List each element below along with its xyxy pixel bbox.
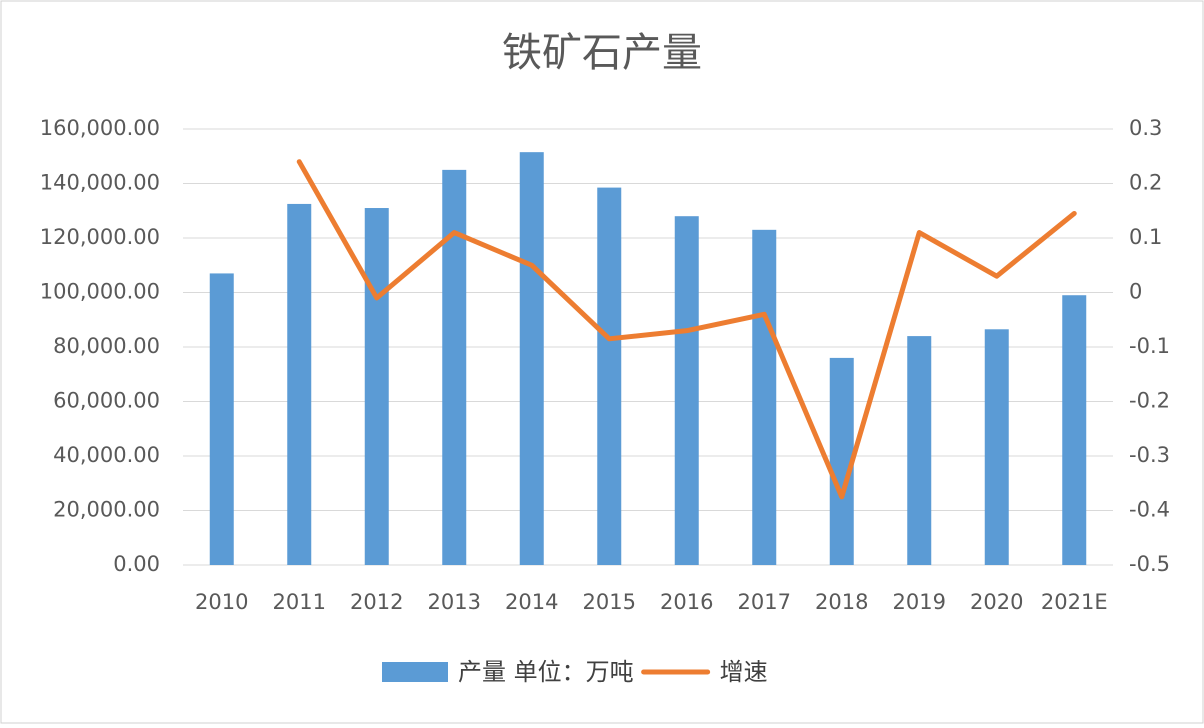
bar <box>1062 295 1087 565</box>
y2-tick-label: 0.2 <box>1129 171 1162 195</box>
x-tick-label: 2016 <box>660 590 713 614</box>
y2-tick-label: -0.4 <box>1129 498 1170 522</box>
bar <box>209 273 234 565</box>
x-tick-label: 2015 <box>583 590 636 614</box>
y-tick-label: 100,000.00 <box>40 280 160 304</box>
legend-label: 产量 单位：万吨 <box>458 658 634 686</box>
y-tick-label: 20,000.00 <box>53 498 160 522</box>
y-tick-label: 160,000.00 <box>40 116 160 140</box>
y2-tick-label: -0.5 <box>1129 552 1170 576</box>
y2-tick-label: 0.1 <box>1129 225 1162 249</box>
chart-title: 铁矿石产量 <box>502 30 702 76</box>
x-tick-label: 2017 <box>738 590 791 614</box>
bar <box>519 152 544 565</box>
y-tick-label: 80,000.00 <box>53 334 160 358</box>
bar <box>442 169 467 565</box>
bar <box>907 336 932 565</box>
x-tick-label: 2021E <box>1041 590 1108 614</box>
bar <box>752 229 777 565</box>
y-tick-label: 0.00 <box>113 552 160 576</box>
x-tick-label: 2019 <box>893 590 946 614</box>
x-tick-label: 2020 <box>970 590 1023 614</box>
x-tick-label: 2010 <box>195 590 248 614</box>
legend-label: 增速 <box>720 658 768 686</box>
y2-tick-label: 0 <box>1129 280 1142 304</box>
legend-swatch <box>382 662 448 682</box>
x-tick-label: 2011 <box>273 590 326 614</box>
x-tick-label: 2013 <box>428 590 481 614</box>
line <box>296 159 1077 500</box>
bar <box>674 216 699 565</box>
y2-tick-label: 0.3 <box>1129 116 1162 140</box>
bar <box>287 203 312 565</box>
bar <box>364 208 389 565</box>
y-tick-label: 120,000.00 <box>40 225 160 249</box>
y-tick-label: 140,000.00 <box>40 171 160 195</box>
y-tick-label: 40,000.00 <box>53 443 160 467</box>
y2-tick-label: -0.3 <box>1129 443 1170 467</box>
x-tick-label: 2012 <box>350 590 403 614</box>
x-tick-label: 2018 <box>815 590 868 614</box>
bar <box>597 187 622 565</box>
y-tick-label: 60,000.00 <box>53 389 160 413</box>
y2-tick-label: -0.2 <box>1129 389 1170 413</box>
bar <box>984 329 1009 565</box>
y2-tick-label: -0.1 <box>1129 334 1170 358</box>
x-tick-label: 2014 <box>505 590 558 614</box>
